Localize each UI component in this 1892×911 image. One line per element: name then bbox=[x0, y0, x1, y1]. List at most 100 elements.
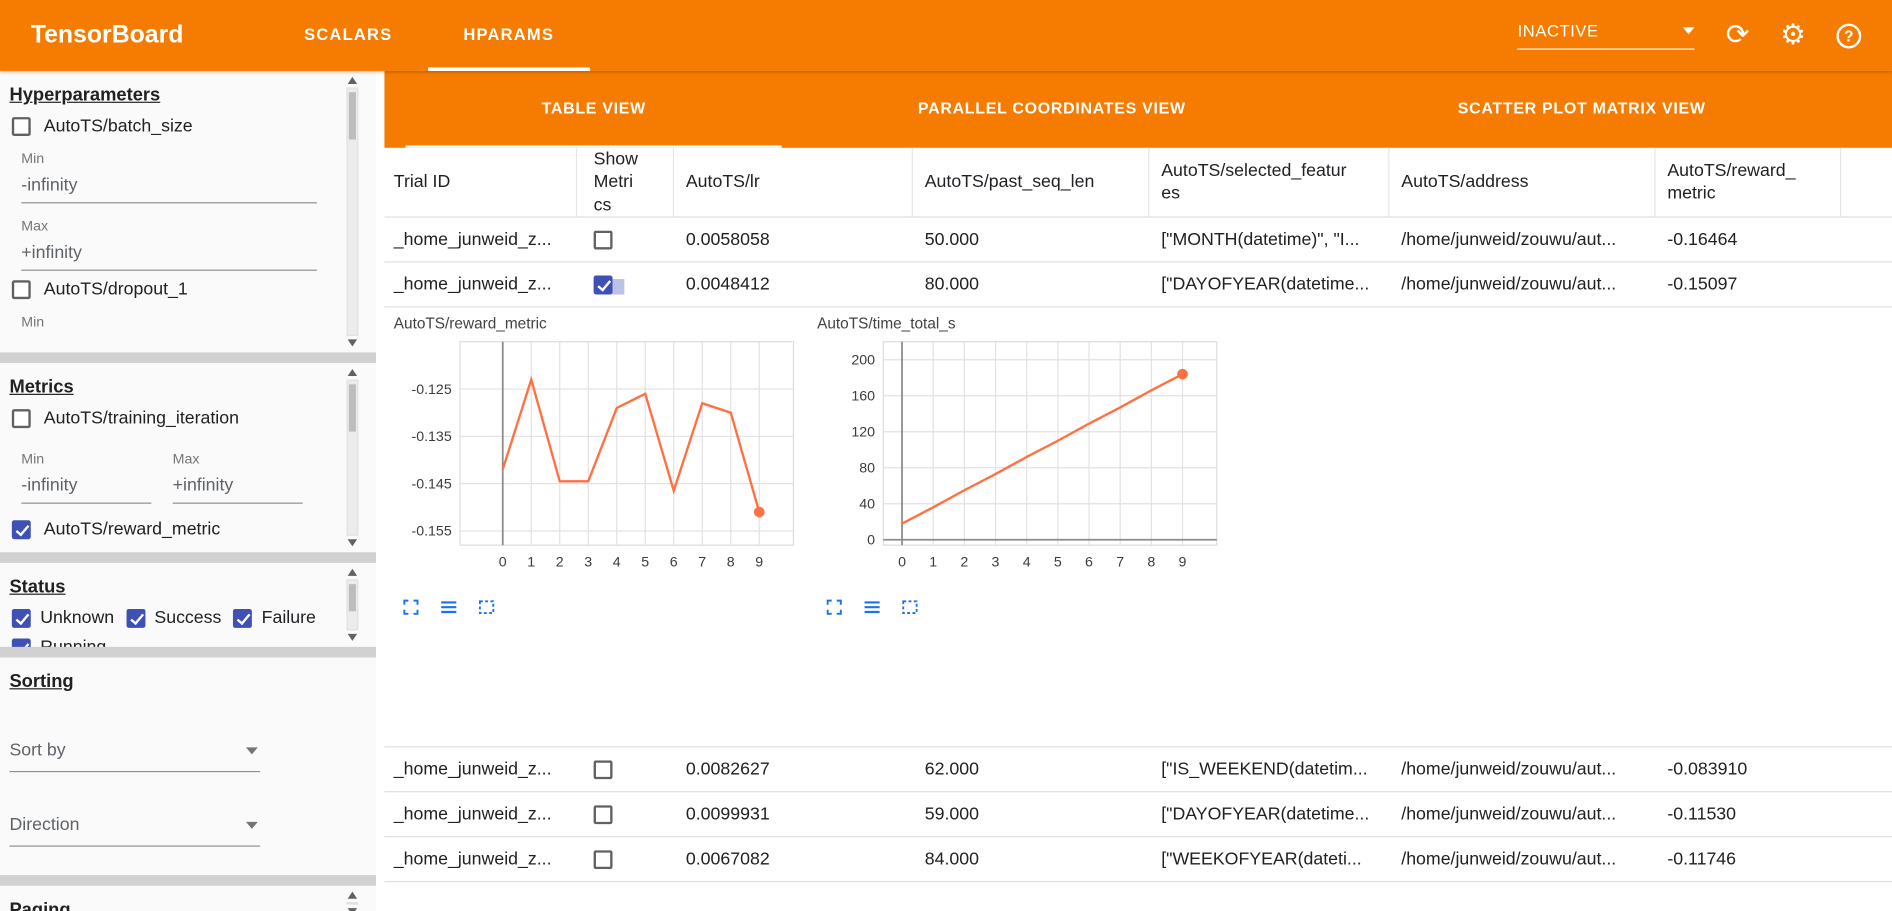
scroll-down-icon[interactable] bbox=[347, 539, 357, 547]
lr-cell: 0.0099931 bbox=[685, 803, 770, 824]
hparam-checkbox[interactable] bbox=[11, 279, 31, 299]
scroll-down-icon[interactable] bbox=[347, 908, 357, 911]
scroll-up-icon[interactable] bbox=[347, 368, 357, 377]
help-glyph: ? bbox=[1844, 26, 1854, 45]
help-icon[interactable]: ? bbox=[1836, 23, 1862, 48]
status-checkbox[interactable] bbox=[125, 608, 145, 628]
table-row[interactable]: _home_junweid_z... 0.0067082 84.000 ["WEEKO… bbox=[384, 837, 1892, 883]
hparam-row-dropout[interactable]: AutoTS/dropout_1 bbox=[11, 279, 364, 300]
show-metrics-cell bbox=[577, 759, 674, 779]
status-checkbox[interactable] bbox=[233, 608, 253, 628]
metric-row-reward-metric[interactable]: AutoTS/reward_metric bbox=[11, 519, 364, 539]
reward-metric-cell: -0.083910 bbox=[1667, 758, 1748, 779]
view-tab-parallel-coordinates-view[interactable]: PARALLEL COORDINATES VIEW bbox=[917, 99, 1186, 118]
chart-block-reward-metric: AutoTS/reward_metric 0 1 2 3 4 5 6 7 8 9 -0.125 -0.… bbox=[393, 315, 806, 618]
hparam-row-batch-size[interactable]: AutoTS/batch_size bbox=[11, 116, 364, 136]
reward-metric-cell: -0.16464 bbox=[1667, 229, 1738, 250]
scroll-up-icon[interactable] bbox=[347, 568, 357, 576]
scrollbar[interactable] bbox=[345, 568, 358, 641]
min-input[interactable]: -infinity bbox=[21, 469, 152, 504]
scroll-track[interactable] bbox=[345, 579, 358, 631]
svg-text:3: 3 bbox=[584, 554, 592, 570]
table-row[interactable]: _home_junweid_z... 0.0048412 80.000 ["DAYOF… bbox=[384, 263, 1892, 308]
view-tab-table-view[interactable]: TABLE VIEW bbox=[405, 71, 782, 148]
hparam-checkbox[interactable] bbox=[11, 116, 31, 136]
chevron-down-icon bbox=[245, 746, 258, 754]
status-filter-running[interactable]: Running bbox=[11, 637, 106, 647]
sorting-heading: Sorting bbox=[9, 671, 74, 692]
status-label: Running bbox=[40, 637, 106, 646]
show-metrics-checkbox[interactable] bbox=[593, 759, 613, 779]
selected-features-cell: ["MONTH(datetime)", "I... bbox=[1161, 229, 1360, 250]
refresh-icon[interactable]: ⟳ bbox=[1725, 18, 1750, 51]
tab-hparams[interactable]: HPARAMS bbox=[427, 0, 590, 71]
show-metrics-checkbox[interactable] bbox=[593, 849, 613, 869]
app-title: TensorBoard bbox=[30, 21, 184, 49]
time-total-sparkline-chart[interactable]: 0 1 2 3 4 5 6 7 8 9 0 40 80 120 160 200 bbox=[817, 334, 1222, 586]
view-tab-scatter-plot-matrix-view[interactable]: SCATTER PLOT MATRIX VIEW bbox=[1457, 99, 1706, 118]
sort-by-select[interactable]: Sort by bbox=[9, 733, 261, 773]
scrollbar[interactable] bbox=[345, 891, 358, 911]
gear-icon[interactable]: ⚙ bbox=[1780, 18, 1806, 51]
trials-table: Trial ID Show Metrics AutoTS/lr AutoTS/past… bbox=[384, 147, 1892, 883]
selection-box-icon[interactable] bbox=[900, 597, 920, 617]
hparam-label: AutoTS/dropout_1 bbox=[43, 279, 188, 300]
scroll-thumb[interactable] bbox=[348, 92, 356, 140]
chart-block-time-total: AutoTS/time_total_s 0 1 2 3 4 5 6 7 8 9 0 40 80 120 16… bbox=[817, 315, 1229, 618]
max-input[interactable]: +infinity bbox=[172, 469, 303, 504]
column-header-show-metrics: Show Metrics bbox=[577, 147, 675, 217]
sort-by-value: Sort by bbox=[9, 740, 66, 761]
tab-scalars[interactable]: SCALARS bbox=[304, 24, 393, 44]
paging-panel: Paging bbox=[0, 885, 377, 911]
min-input[interactable]: -infinity bbox=[21, 169, 317, 204]
scroll-down-icon[interactable] bbox=[347, 633, 357, 641]
status-dropdown-value: INACTIVE bbox=[1517, 21, 1599, 41]
svg-text:1: 1 bbox=[929, 554, 937, 570]
column-header-lr: AutoTS/lr bbox=[674, 147, 913, 217]
scrollbar[interactable] bbox=[345, 76, 358, 347]
trial-id-cell: _home_junweid_z... bbox=[393, 758, 552, 779]
show-metrics-checkbox[interactable] bbox=[593, 804, 613, 824]
min-label: Min bbox=[21, 450, 45, 468]
max-input[interactable]: +infinity bbox=[21, 237, 317, 271]
svg-text:120: 120 bbox=[851, 424, 875, 440]
show-metrics-checkbox[interactable] bbox=[593, 229, 613, 249]
svg-text:4: 4 bbox=[1023, 554, 1031, 570]
trial-id-cell: _home_junweid_z... bbox=[393, 848, 552, 869]
svg-text:0: 0 bbox=[898, 554, 906, 570]
reward-metric-sparkline-chart[interactable]: 0 1 2 3 4 5 6 7 8 9 -0.125 -0.135 -0.145 -0.155 bbox=[393, 334, 799, 586]
table-row[interactable]: _home_junweid_z... 0.0058058 50.000 ["MONTH… bbox=[384, 218, 1892, 263]
scroll-down-icon[interactable] bbox=[347, 339, 357, 347]
scroll-thumb[interactable] bbox=[348, 584, 356, 611]
list-icon[interactable] bbox=[439, 597, 459, 617]
scrollbar[interactable] bbox=[345, 368, 358, 547]
svg-text:7: 7 bbox=[1116, 554, 1124, 570]
scroll-track[interactable] bbox=[345, 902, 358, 905]
table-row[interactable]: _home_junweid_z... 0.0082627 62.000 ["IS_WE… bbox=[384, 747, 1892, 793]
sorting-panel: Sorting Sort by Direction bbox=[0, 657, 377, 876]
metric-row-training-iteration[interactable]: AutoTS/training_iteration bbox=[11, 407, 364, 429]
status-filter-failure[interactable]: Failure bbox=[233, 608, 316, 628]
scroll-track[interactable] bbox=[345, 379, 358, 536]
table-row[interactable]: _home_junweid_z... 0.0099931 59.000 ["DAYOF… bbox=[384, 792, 1892, 838]
show-metrics-cell bbox=[577, 849, 674, 869]
selected-features-cell: ["IS_WEEKEND(datetim... bbox=[1161, 758, 1368, 779]
scroll-thumb[interactable] bbox=[348, 384, 356, 432]
status-filter-unknown[interactable]: Unknown bbox=[11, 608, 114, 628]
show-metrics-checkbox[interactable] bbox=[593, 274, 625, 294]
selection-box-icon[interactable] bbox=[477, 597, 497, 617]
metric-checkbox[interactable] bbox=[11, 408, 31, 428]
fullscreen-icon[interactable] bbox=[401, 597, 421, 617]
list-icon[interactable] bbox=[862, 597, 882, 617]
status-dropdown[interactable]: INACTIVE bbox=[1517, 21, 1695, 50]
fullscreen-icon[interactable] bbox=[824, 597, 844, 617]
metric-checkbox[interactable] bbox=[11, 519, 31, 539]
metric-label: AutoTS/training_iteration bbox=[43, 407, 239, 429]
scroll-up-icon[interactable] bbox=[347, 891, 357, 899]
scroll-track[interactable] bbox=[345, 87, 358, 336]
status-checkbox[interactable] bbox=[11, 608, 31, 628]
status-filter-success[interactable]: Success bbox=[125, 608, 221, 628]
direction-select[interactable]: Direction bbox=[9, 808, 261, 847]
scroll-up-icon[interactable] bbox=[347, 76, 357, 84]
status-checkbox[interactable] bbox=[11, 637, 31, 647]
